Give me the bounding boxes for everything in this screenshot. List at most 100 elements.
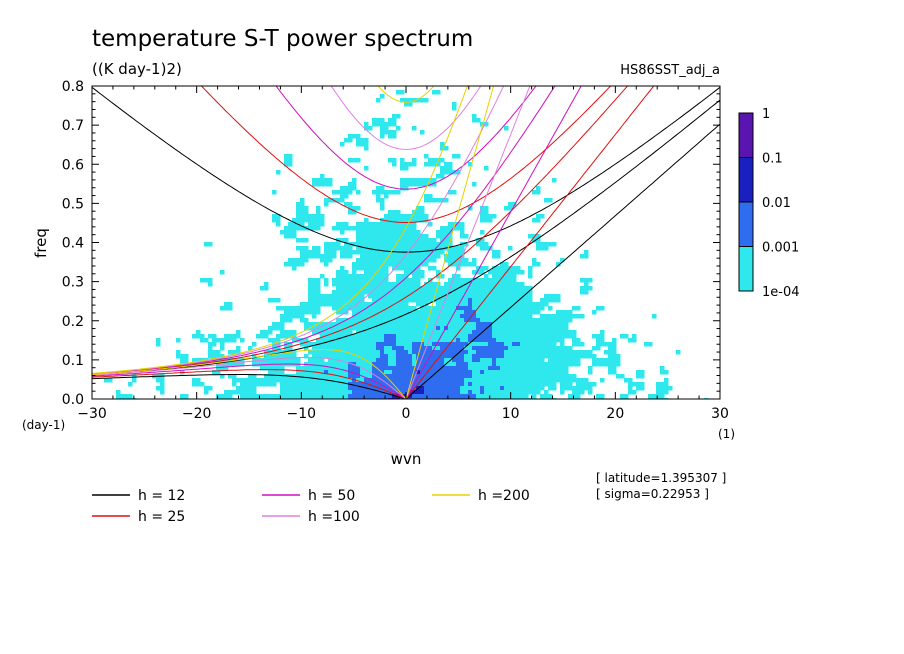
power-contour-cell — [556, 362, 561, 367]
power-contour-cell — [512, 358, 517, 363]
power-contour-cell — [552, 298, 557, 303]
power-contour-cell — [420, 246, 425, 251]
power-contour-cell — [324, 390, 329, 395]
power-contour-cell — [436, 306, 441, 311]
power-contour-cell — [380, 226, 385, 231]
power-contour-cell — [292, 234, 297, 239]
power-contour-cell — [380, 274, 385, 279]
power-contour-cell — [448, 394, 453, 399]
power-contour-cell — [452, 322, 457, 327]
power-contour-cell — [636, 386, 641, 391]
power-contour-cell — [328, 354, 333, 359]
power-contour-cell — [460, 338, 465, 343]
power-contour-cell — [420, 250, 425, 255]
power-contour-cell — [384, 214, 389, 219]
power-contour-cell — [408, 338, 413, 343]
power-contour-cell — [448, 330, 453, 335]
power-contour-cell — [516, 310, 521, 315]
power-contour-cell — [596, 342, 601, 347]
power-contour-cell — [532, 318, 537, 323]
power-contour-cell — [524, 334, 529, 339]
power-contour-cell — [440, 394, 445, 399]
power-contour-cell — [364, 374, 369, 379]
power-contour-cell — [404, 358, 409, 363]
power-contour-cell — [356, 246, 361, 251]
power-contour-cell — [424, 318, 429, 323]
power-contour-cell — [584, 282, 589, 287]
power-contour-cell — [452, 262, 457, 267]
power-contour-cell — [428, 242, 433, 247]
power-contour-cell — [556, 366, 561, 371]
power-contour-cell — [508, 270, 513, 275]
power-contour-cell — [356, 286, 361, 291]
power-contour-cell — [272, 350, 277, 355]
power-contour-cell — [228, 374, 233, 379]
power-contour-cell — [488, 378, 493, 383]
dispersion-curve-mrg-h100 — [92, 86, 505, 375]
power-contour-cell — [544, 354, 549, 359]
power-contour-cell — [292, 226, 297, 231]
power-contour-cell — [300, 222, 305, 227]
power-contour-cell — [500, 302, 505, 307]
power-contour-cell — [344, 194, 349, 199]
power-contour-cell — [380, 298, 385, 303]
power-contour-cell — [364, 354, 369, 359]
power-contour-cell — [324, 282, 329, 287]
colorbar-swatch — [738, 201, 754, 247]
power-contour-cell — [660, 394, 665, 399]
power-contour-cell — [516, 350, 521, 355]
power-contour-cell — [444, 370, 449, 375]
power-contour-cell — [456, 382, 461, 387]
power-contour-cell — [388, 346, 393, 351]
power-contour-cell — [348, 302, 353, 307]
power-contour-cell — [412, 262, 417, 267]
power-contour-cell — [512, 294, 517, 299]
power-contour-cell — [328, 350, 333, 355]
power-contour-cell — [340, 306, 345, 311]
power-contour-cell — [412, 238, 417, 243]
power-contour-cell — [392, 282, 397, 287]
power-contour-cell — [488, 370, 493, 375]
power-contour-cell — [352, 250, 357, 255]
power-contour-cell — [580, 278, 585, 283]
power-contour-cell — [588, 382, 593, 387]
power-contour-cell — [436, 254, 441, 259]
power-contour-cell — [200, 334, 205, 339]
power-contour-cell — [464, 346, 469, 351]
power-contour-cell — [472, 330, 477, 335]
power-contour-cell — [320, 218, 325, 223]
power-contour-cell — [376, 226, 381, 231]
power-contour-cell — [380, 238, 385, 243]
x-tick-label: 30 — [711, 406, 729, 422]
power-contour-cell — [488, 322, 493, 327]
power-contour-cell — [372, 378, 377, 383]
power-contour-cell — [332, 362, 337, 367]
power-contour-cell — [304, 390, 309, 395]
power-contour-cell — [468, 382, 473, 387]
power-contour-cell — [428, 370, 433, 375]
power-contour-cell — [536, 330, 541, 335]
power-contour-cell — [464, 306, 469, 311]
power-contour-cell — [436, 310, 441, 315]
power-contour-cell — [444, 166, 449, 171]
power-contour-cell — [340, 358, 345, 363]
power-contour-cell — [256, 362, 261, 367]
power-contour-cell — [484, 378, 489, 383]
power-contour-cell — [476, 386, 481, 391]
power-contour-cell — [556, 326, 561, 331]
power-contour-cell — [268, 394, 273, 399]
power-contour-cell — [580, 254, 585, 259]
power-contour-cell — [384, 258, 389, 263]
power-contour-cell — [364, 234, 369, 239]
power-contour-cell — [536, 338, 541, 343]
power-contour-cell — [344, 354, 349, 359]
power-contour-cell — [404, 386, 409, 391]
power-contour-cell — [284, 358, 289, 363]
power-contour-cell — [352, 318, 357, 323]
power-contour-cell — [396, 266, 401, 271]
power-contour-cell — [464, 302, 469, 307]
power-contour-cell — [676, 350, 681, 355]
power-contour-cell — [328, 358, 333, 363]
power-contour-cell — [276, 334, 281, 339]
power-contour-cell — [228, 350, 233, 355]
